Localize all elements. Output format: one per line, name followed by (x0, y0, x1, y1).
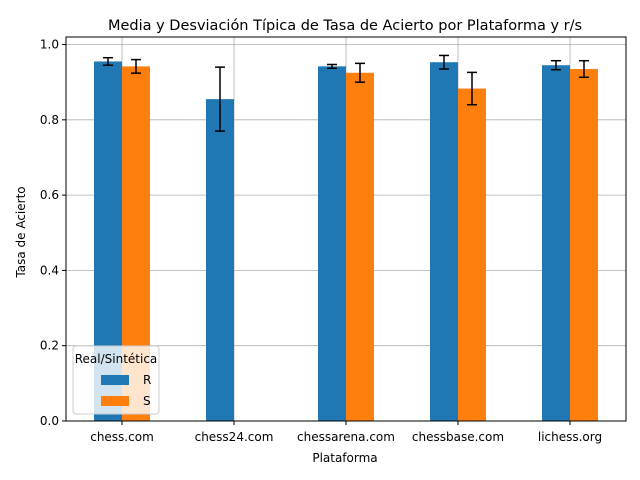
bar-S (346, 72, 374, 421)
y-tick-label: 0.8 (40, 113, 59, 127)
x-tick-label: chessarena.com (297, 430, 395, 444)
x-tick-label: lichess.org (538, 430, 602, 444)
legend-label-R: R (143, 373, 151, 387)
plot-frame (65, 36, 627, 422)
x-tick-label: chess24.com (195, 430, 274, 444)
error-bars (103, 54, 589, 132)
bar-S (570, 69, 598, 421)
y-tick-label: 0.0 (40, 414, 59, 428)
bar-R (430, 62, 458, 421)
y-tick-label: 1.0 (40, 38, 59, 52)
x-axis-label: Plataforma (312, 451, 377, 465)
bar-R (206, 99, 234, 421)
y-tick-label: 0.4 (40, 263, 59, 277)
y-tick-label: 0.6 (40, 188, 59, 202)
legend-swatch-S (101, 396, 129, 406)
legend-title: Real/Sintética (75, 352, 158, 366)
y-axis-label: Tasa de Acierto (14, 186, 28, 278)
bar-S (458, 88, 486, 421)
x-tick-label: chessbase.com (412, 430, 504, 444)
bars (94, 61, 598, 422)
chart-title: Media y Desviación Típica de Tasa de Aci… (108, 18, 582, 34)
y-tick-label: 0.2 (40, 339, 59, 353)
bar-R (318, 66, 346, 421)
axes: 0.0 0.2 0.4 0.6 0.8 1.0 chess.com chess24.com ch… (40, 36, 627, 444)
x-tick-label: chess.com (90, 430, 154, 444)
legend-label-S: S (143, 394, 151, 408)
bar-R (542, 65, 570, 421)
legend-swatch-R (101, 375, 129, 385)
legend: Real/Sintética RS (72, 345, 160, 415)
